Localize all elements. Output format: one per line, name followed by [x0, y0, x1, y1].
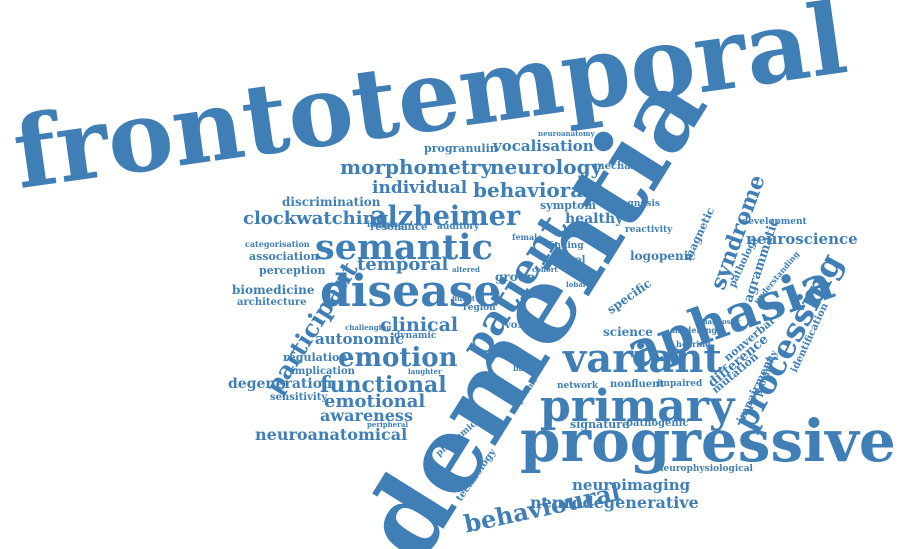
word-fluent: fluent — [452, 295, 475, 302]
word-neurophysiological: neurophysiological — [657, 465, 753, 474]
word-neurodegenerative: neurodegenerative — [530, 495, 699, 511]
word-science: science — [603, 326, 653, 338]
word-peripheral: peripheral — [367, 421, 408, 428]
word-neuroimaging: neuroimaging — [572, 478, 690, 493]
word-diagnostic: diagnostic — [700, 318, 741, 325]
word-association: association — [249, 251, 318, 262]
word-behavioral: behavioral — [473, 180, 591, 200]
word-biomedicine: biomedicine — [232, 284, 314, 296]
word-reactivity: reactivity — [625, 226, 672, 235]
word-implication: implication — [291, 367, 355, 377]
word-development: development — [742, 218, 807, 227]
word-laughter: laughter — [408, 368, 442, 375]
word-progranulin: progranulin — [424, 143, 498, 154]
word-based: based — [513, 364, 539, 372]
word-cohort: cohort — [532, 266, 558, 273]
word-autonomic: autonomic — [315, 332, 404, 347]
word-regulation: regulation — [283, 352, 347, 363]
word-neuroanatomy: neuroanatomy — [538, 130, 595, 137]
word-altered: altered — [452, 266, 480, 273]
word-female: female — [512, 233, 542, 241]
word-signature: signature — [570, 419, 629, 430]
word-hearing: hearing — [676, 340, 711, 348]
word-individual: individual — [372, 180, 467, 197]
word-imaging: imaging — [367, 220, 404, 228]
word-mechanism: mechanism — [594, 162, 658, 172]
word-finding: finding — [548, 242, 584, 251]
word-region: region — [463, 304, 496, 313]
word-network: network — [557, 382, 598, 391]
word-challenging: challenging — [345, 324, 391, 331]
word-vocalisation: vocalisation — [493, 139, 594, 154]
word-impaired: impaired — [657, 380, 702, 389]
word-neuroanatomical: neuroanatomical — [255, 427, 407, 443]
word-temporal: temporal — [357, 256, 448, 274]
word-morphometry: morphometry — [340, 157, 492, 177]
word-pathogenic: pathogenic — [626, 419, 689, 429]
word-nonfluent: nonfluent — [610, 380, 664, 390]
word-sensitivity: sensitivity — [270, 393, 327, 403]
word-lobar: lobar — [566, 281, 586, 288]
word-degeneration: degeneration — [228, 377, 332, 391]
word-architecture: architecture — [237, 298, 307, 308]
word-group: group — [495, 271, 535, 283]
word-discrimination: discrimination — [282, 196, 380, 208]
word-voxel: voxel — [505, 321, 534, 331]
word-perception: perception — [259, 265, 325, 276]
word-logopenic: logopenic — [630, 250, 696, 262]
word-neurology: neurology — [490, 157, 602, 177]
word-modelling: modelling — [672, 326, 717, 334]
word-categorisation: categorisation — [245, 240, 310, 248]
word-diagnosis: diagnosis — [612, 200, 660, 209]
word-symptom: symptom — [540, 200, 596, 211]
word-healthy: healthy — [565, 212, 623, 226]
word-auditory: auditory — [437, 223, 479, 232]
word-dynamic: dynamic — [394, 332, 436, 341]
